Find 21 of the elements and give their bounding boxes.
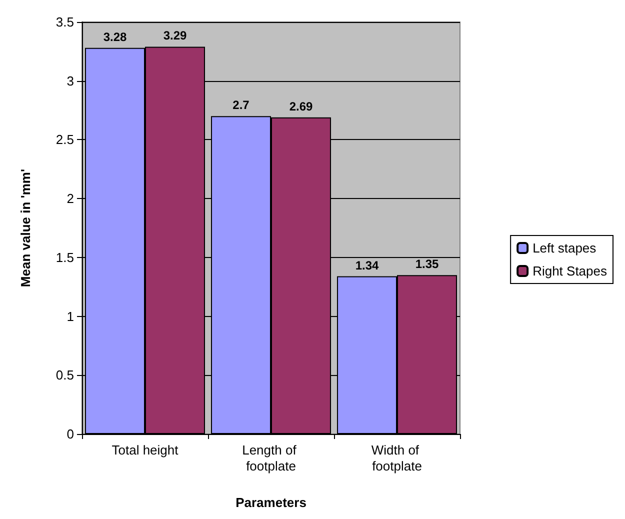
y-tick-label: 0 (66, 426, 74, 442)
y-tick-label: 1.5 (56, 250, 74, 265)
x-tick-label: Length of footplate (242, 442, 300, 474)
x-tick-label: Width of footplate (371, 442, 423, 474)
y-tick-label: 3 (66, 73, 74, 88)
x-tick-label: Total height (112, 442, 179, 458)
data-label: 3.29 (163, 28, 187, 43)
data-label: 1.34 (355, 258, 379, 272)
y-tick-label: 3.5 (56, 14, 74, 30)
y-axis-title: Mean value in 'mm' (18, 168, 33, 288)
y-tick-label: 1 (66, 308, 74, 324)
y-tick-label: 2 (66, 191, 74, 206)
legend-label: Left stapes (532, 240, 597, 256)
y-tick-label: 0.5 (56, 368, 74, 383)
x-axis-title: Parameters (236, 495, 306, 510)
y-tick-label: 2.5 (56, 132, 74, 148)
legend-label: Right Stapes (532, 264, 608, 278)
data-label: 1.35 (415, 257, 439, 272)
data-label: 3.28 (103, 30, 127, 44)
data-label: 2.7 (232, 98, 250, 112)
data-label: 2.69 (289, 99, 313, 114)
